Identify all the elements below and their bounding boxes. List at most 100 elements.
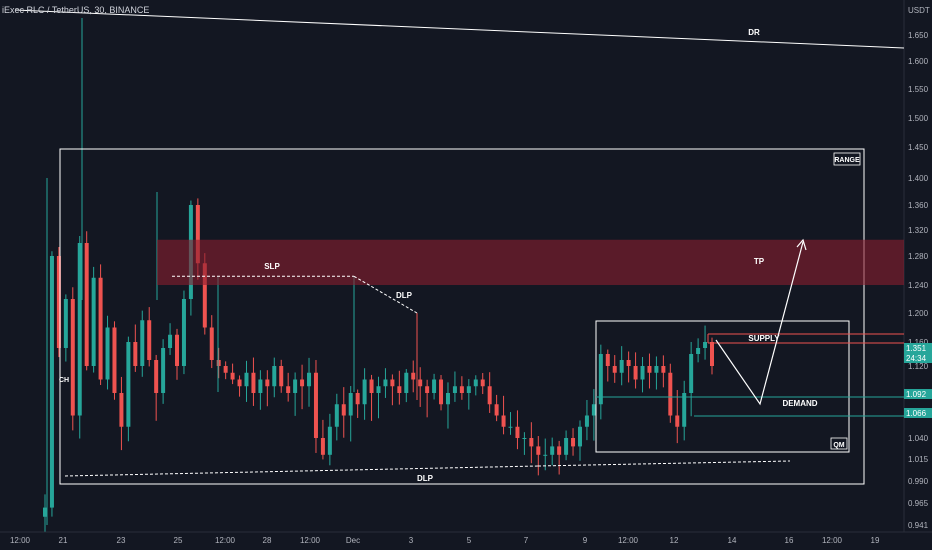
candle-body <box>689 354 694 393</box>
price-tag-label: 1.351 <box>906 344 927 353</box>
annotation-label: TP <box>754 257 765 266</box>
candle-body <box>112 327 117 393</box>
price-tick-label: 1.650 <box>908 31 929 40</box>
candle-body <box>404 372 409 393</box>
candle-body <box>341 404 346 416</box>
candle-body <box>313 372 318 438</box>
candle-body <box>466 386 471 393</box>
candle-body <box>181 299 186 366</box>
candle-body <box>390 379 395 387</box>
candle-body <box>703 342 708 348</box>
candle-body <box>584 415 589 427</box>
time-tick-label: 9 <box>583 536 588 545</box>
time-tick-label: 25 <box>174 536 183 545</box>
price-tick-label: 0.941 <box>908 521 929 530</box>
candle-body <box>98 277 103 380</box>
candle-body <box>550 446 555 455</box>
candle-body <box>501 415 506 427</box>
price-tick-label: 1.320 <box>908 226 929 235</box>
candle-body <box>195 205 200 264</box>
qm-box <box>595 320 850 453</box>
candle-body <box>411 372 416 380</box>
dlp-level-left <box>64 465 539 477</box>
candle-body <box>480 379 485 387</box>
candle-body <box>286 386 291 393</box>
candle-body <box>647 366 652 373</box>
price-tag-label: 1.066 <box>906 409 927 418</box>
candle-body <box>536 446 541 455</box>
candle-body <box>307 372 312 387</box>
annotation-label: SLP <box>264 262 280 271</box>
candle-body <box>696 348 701 354</box>
candle-body <box>230 372 235 380</box>
time-axis[interactable]: 12:00 21 23 25 12:00 28 12:00 Dec 3 5 7 9 12:00 12 14 1… <box>10 536 880 545</box>
time-tick-label: 23 <box>117 536 126 545</box>
candle-body <box>564 438 569 455</box>
candle-body <box>452 386 457 393</box>
price-tick-label: 1.360 <box>908 201 929 210</box>
candle-body <box>487 386 492 405</box>
price-tick-label: 1.015 <box>908 455 929 464</box>
price-tick-label: 1.160 <box>908 338 929 347</box>
candle-body <box>369 379 374 393</box>
price-tick-label: 1.450 <box>908 143 929 152</box>
candle-body <box>577 426 582 447</box>
candle-body <box>557 446 562 455</box>
candle-body <box>682 393 687 427</box>
price-tick-label: 1.500 <box>908 114 929 123</box>
time-tick-label: 19 <box>871 536 880 545</box>
candle-body <box>320 438 325 455</box>
candle-body <box>439 379 444 405</box>
candles-layer <box>43 18 714 532</box>
candle-body <box>327 426 332 455</box>
candle-body <box>202 263 207 328</box>
price-tag-box <box>904 408 932 418</box>
price-tick-label: 1.280 <box>908 252 929 261</box>
dr-trendline <box>14 9 905 49</box>
candle-body <box>571 438 576 447</box>
drawings-layer: DR RANGE TP SLP DLP CH DLP QM SUPPLY DEMAND <box>14 9 905 485</box>
candle-body <box>362 379 367 405</box>
price-tag-box <box>904 389 932 399</box>
annotation-label: QM <box>833 442 844 449</box>
currency-label: USDT <box>908 6 930 15</box>
candle-body <box>459 386 464 393</box>
candle-body <box>668 372 673 416</box>
annotation-label: SUPPLY <box>748 334 780 343</box>
range-label-frame <box>833 152 861 166</box>
candle-body <box>161 348 166 393</box>
candle-body <box>605 354 610 366</box>
candle-body <box>675 415 680 427</box>
candle-body <box>272 366 277 387</box>
candle-body <box>710 342 714 366</box>
time-tick-label: 12:00 <box>10 536 31 545</box>
candle-body <box>147 320 152 360</box>
candle-body <box>598 354 603 405</box>
candle-body <box>216 360 221 366</box>
price-tick-label: 1.240 <box>908 281 929 290</box>
candle-body <box>383 379 388 387</box>
range-box <box>59 148 865 485</box>
qm-label-frame <box>830 437 848 450</box>
candle-body <box>70 299 75 416</box>
price-tag-countdown: 24:34 <box>906 354 927 363</box>
candle-body <box>279 366 284 387</box>
time-tick-label: Dec <box>346 536 360 545</box>
annotation-label: DLP <box>396 291 413 300</box>
tp-zone <box>157 239 904 285</box>
time-tick-label: 12:00 <box>822 536 843 545</box>
candle-body <box>105 327 110 380</box>
candle-body <box>529 438 534 447</box>
candle-body <box>473 379 478 387</box>
dlp-level-right <box>537 460 791 467</box>
candle-body <box>425 386 430 393</box>
price-axis[interactable]: 1.650 1.600 1.550 1.500 1.450 1.400 1.360 1.320… <box>908 31 929 530</box>
annotation-label: DEMAND <box>782 399 817 408</box>
candle-body <box>376 386 381 393</box>
candle-body <box>265 379 270 387</box>
candle-body <box>418 379 423 387</box>
candle-body <box>209 327 214 360</box>
